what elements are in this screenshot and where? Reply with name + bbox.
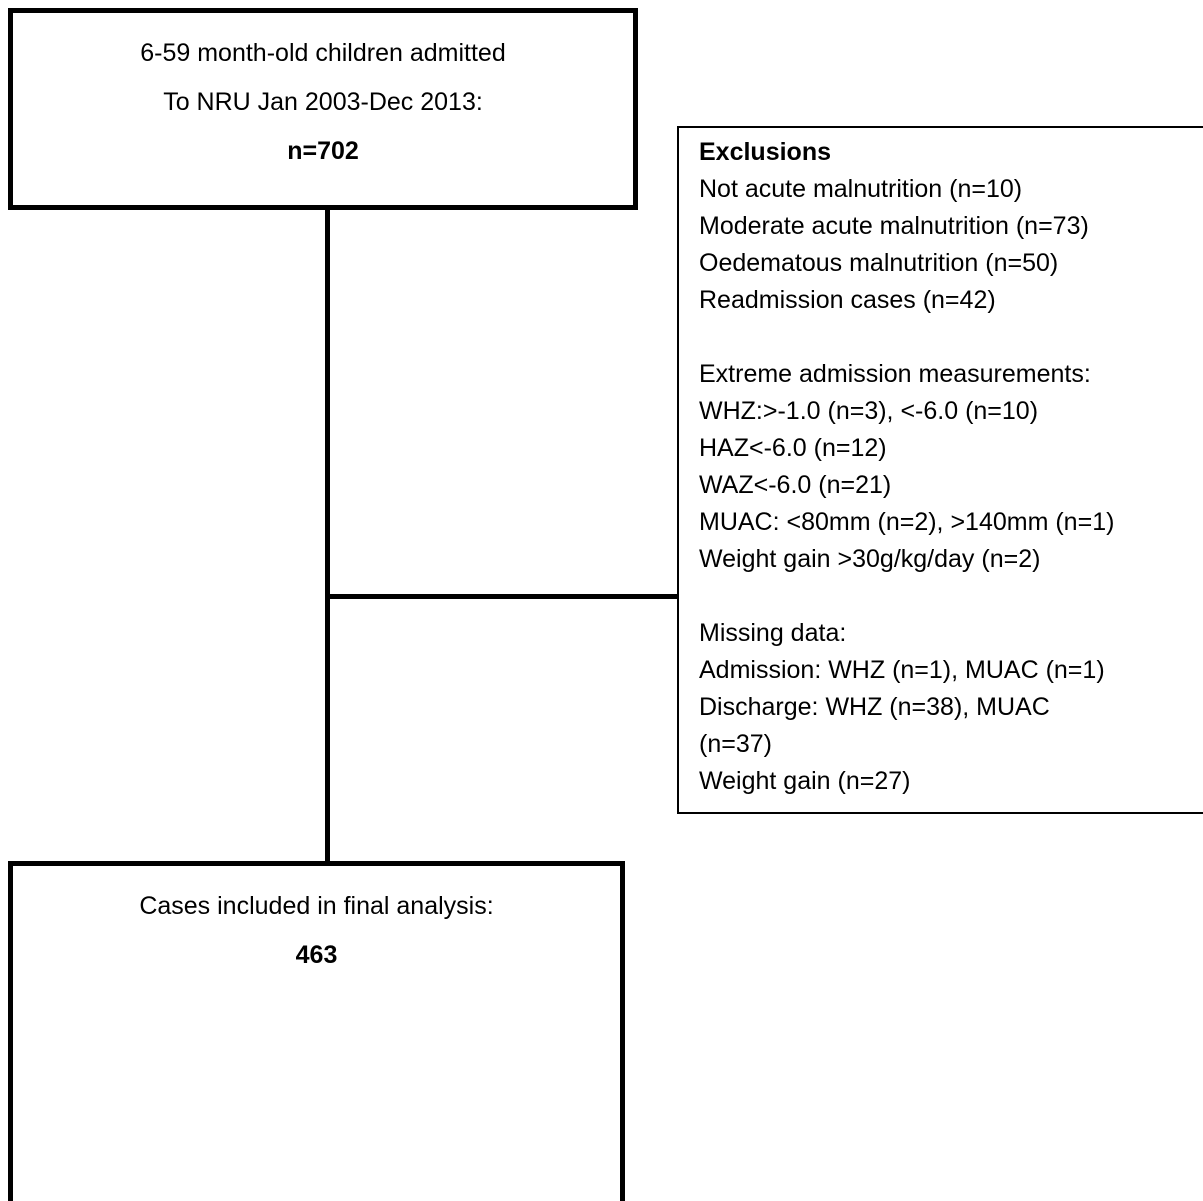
exclusion-line: Weight gain >30g/kg/day (n=2) <box>699 545 1041 573</box>
horizontal-connector <box>325 594 679 599</box>
exclusion-line: WAZ<-6.0 (n=21) <box>699 471 892 499</box>
admitted-line-2: To NRU Jan 2003-Dec 2013: <box>163 88 483 116</box>
exclusion-line: WHZ:>-1.0 (n=3), <-6.0 (n=10) <box>699 397 1039 425</box>
exclusion-line: (n=37) <box>699 730 772 758</box>
exclusion-line: Not acute malnutrition (n=10) <box>699 175 1023 203</box>
exclusion-line: Readmission cases (n=42) <box>699 286 996 314</box>
admitted-line-1: 6-59 month-old children admitted <box>140 39 506 67</box>
exclusion-line: MUAC: <80mm (n=2), >140mm (n=1) <box>699 508 1115 536</box>
final-analysis-box: Cases included in final analysis: 463 <box>8 861 625 1201</box>
exclusion-line: Missing data: <box>699 619 847 647</box>
exclusion-line: Moderate acute malnutrition (n=73) <box>699 212 1089 240</box>
exclusion-line: Oedematous malnutrition (n=50) <box>699 249 1059 277</box>
exclusion-line: HAZ<-6.0 (n=12) <box>699 434 887 462</box>
final-analysis-count: 463 <box>295 941 338 969</box>
exclusions-box: Exclusions Not acute malnutrition (n=10)… <box>677 126 1203 814</box>
admitted-count: n=702 <box>287 137 359 165</box>
vertical-connector <box>325 205 330 866</box>
exclusion-line: Extreme admission measurements: <box>699 360 1091 388</box>
final-analysis-label: Cases included in final analysis: <box>139 892 494 920</box>
admitted-children-box: 6-59 month-old children admitted To NRU … <box>8 8 638 210</box>
exclusions-title: Exclusions <box>699 138 831 166</box>
exclusion-line: Weight gain (n=27) <box>699 767 911 795</box>
exclusion-line: Admission: WHZ (n=1), MUAC (n=1) <box>699 656 1105 684</box>
exclusion-line: Discharge: WHZ (n=38), MUAC <box>699 693 1050 721</box>
